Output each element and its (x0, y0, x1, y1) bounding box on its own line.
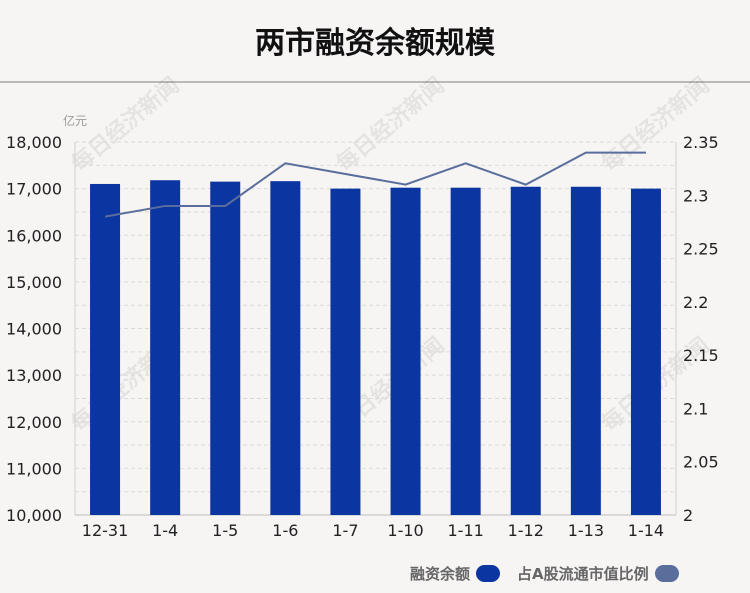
x-tick-label: 1-12 (508, 521, 544, 540)
y-left-tick-label: 18,000 (6, 133, 62, 152)
y-left-tick-label: 15,000 (6, 273, 62, 292)
bar (450, 187, 481, 515)
x-tick-label: 12-31 (82, 521, 129, 540)
y-left-tick-label: 17,000 (6, 180, 62, 199)
watermark-text: 每日经济新闻 (332, 72, 450, 177)
legend-label-ratio: 占A股流通市值比例 (517, 565, 649, 583)
y-right-tick-label: 2 (683, 506, 693, 525)
y-left-tick-label: 16,000 (6, 226, 62, 245)
bar (330, 188, 361, 515)
x-tick-label: 1-5 (212, 521, 238, 540)
bar (90, 183, 121, 515)
bar (270, 181, 301, 516)
bar (630, 188, 661, 515)
bar (150, 180, 181, 516)
bar (390, 187, 421, 515)
title-divider (0, 81, 750, 83)
y-right-tick-label: 2.3 (683, 186, 708, 205)
y-right-tick-label: 2.35 (683, 133, 719, 152)
y-right-tick-label: 2.25 (683, 240, 719, 259)
chart-title: 两市融资余额规模 (255, 26, 495, 61)
y-left-tick-label: 10,000 (6, 506, 62, 525)
y-right-tick-label: 2.1 (683, 399, 708, 418)
legend-item-balance: 融资余额 (410, 563, 501, 584)
y-left-tick-label: 11,000 (6, 459, 62, 478)
y-right-tick-label: 2.15 (683, 346, 719, 365)
legend-swatch-balance (476, 565, 501, 582)
x-tick-label: 1-11 (447, 521, 483, 540)
y-left-tick-label: 13,000 (6, 366, 62, 385)
x-tick-label: 1-7 (332, 521, 358, 540)
legend-swatch-ratio (654, 565, 679, 582)
x-tick-label: 1-6 (272, 521, 298, 540)
y-right-tick-label: 2.05 (683, 453, 719, 472)
x-tick-label: 1-14 (628, 521, 664, 540)
watermark-text: 每日经济新闻 (597, 72, 715, 177)
bar (210, 181, 241, 515)
x-tick-label: 1-13 (568, 521, 604, 540)
y-axis-unit-label: 亿元 (63, 113, 87, 128)
x-tick-label: 1-4 (152, 521, 178, 540)
legend-item-ratio: 占A股流通市值比例 (517, 563, 679, 584)
y-right-tick-label: 2.2 (683, 293, 708, 312)
ratio-line (104, 151, 646, 218)
y-left-tick-label: 12,000 (6, 413, 62, 432)
y-left-tick-label: 14,000 (6, 320, 62, 339)
bar (510, 186, 541, 515)
bar (570, 186, 601, 515)
legend-label-balance: 融资余额 (410, 565, 471, 583)
x-tick-label: 1-10 (387, 521, 423, 540)
